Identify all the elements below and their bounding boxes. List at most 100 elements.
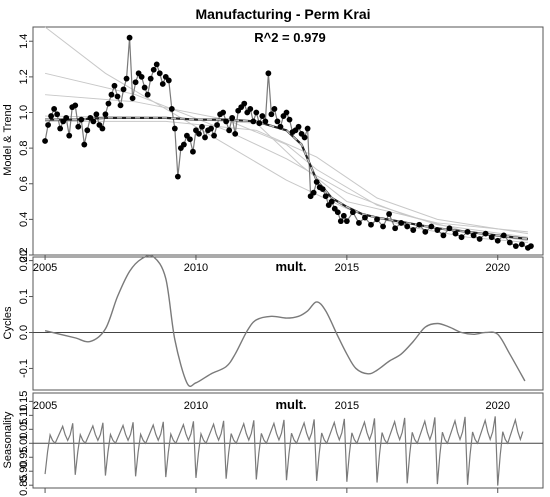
x-tick-label: 2010 <box>184 400 208 412</box>
ensemble-trend-line <box>44 72 528 242</box>
ensemble-trend-line <box>44 26 528 244</box>
data-point <box>301 134 308 141</box>
data-point <box>446 225 453 232</box>
data-point <box>295 123 302 130</box>
data-point <box>66 132 73 139</box>
data-point <box>196 130 202 137</box>
data-point <box>274 118 281 125</box>
data-point <box>334 209 341 216</box>
y-tick-label: 0.20 <box>18 250 30 271</box>
data-point <box>150 66 157 73</box>
data-point <box>313 179 320 185</box>
data-point <box>72 102 79 109</box>
y-tick-label: 0.2 <box>18 247 30 262</box>
ensemble-trend-line <box>45 115 528 233</box>
model-trend-panel <box>32 26 544 256</box>
model-line <box>44 37 532 249</box>
ylabel-seasonality: Seasonality <box>2 411 14 468</box>
data-point <box>174 173 181 180</box>
data-point <box>528 243 534 249</box>
data-point <box>211 132 217 139</box>
trend-line <box>45 116 529 241</box>
data-point <box>123 75 130 82</box>
seasonality-panel <box>32 392 544 489</box>
data-point <box>63 114 70 121</box>
data-point <box>102 111 109 118</box>
data-point <box>476 236 483 242</box>
data-point <box>404 223 411 230</box>
data-point <box>232 130 239 137</box>
data-point <box>368 221 374 228</box>
data-point <box>265 70 272 77</box>
model-trend-layer: 0.2 0.4 0.6 0.8 1.0 1.2 1.4 2005 2010 2015 2020 <box>18 26 534 274</box>
data-point <box>42 138 48 144</box>
data-point <box>93 111 100 118</box>
data-point <box>165 77 172 84</box>
ensemble-trend-line <box>45 120 528 235</box>
data-point <box>159 81 166 87</box>
data-point <box>114 93 121 100</box>
data-point <box>319 186 326 192</box>
data-point <box>506 239 513 246</box>
data-point <box>226 127 233 134</box>
seasonality-line <box>44 416 524 486</box>
data-point <box>343 218 350 225</box>
x-tick-label: 2020 <box>485 262 509 274</box>
data-point <box>422 228 429 235</box>
data-point <box>428 223 435 230</box>
data-point <box>464 228 471 235</box>
data-point <box>512 243 519 249</box>
data-point <box>54 111 61 118</box>
y-tick-label: 0.1 <box>18 289 30 304</box>
y-tick-label: 1.00 <box>18 433 30 454</box>
x-tick-label: 2015 <box>335 400 359 412</box>
data-point <box>90 118 97 125</box>
data-point <box>488 234 495 241</box>
y-tick-label: 0.0 <box>18 325 30 340</box>
data-point <box>220 109 227 116</box>
data-point <box>286 116 293 123</box>
data-point <box>126 34 133 41</box>
data-point <box>440 232 447 239</box>
data-point <box>108 91 115 98</box>
data-point <box>153 61 160 68</box>
data-point <box>223 118 230 125</box>
cycles-panel <box>32 256 544 391</box>
x-tick-label: 2005 <box>33 262 57 274</box>
x-tick-label: 2020 <box>485 400 509 412</box>
data-point <box>156 70 163 77</box>
data-point <box>141 84 148 91</box>
data-point <box>120 86 127 93</box>
data-point <box>48 113 55 119</box>
data-point <box>349 209 356 216</box>
y-tick-label: 1.10 <box>18 405 30 426</box>
data-point <box>84 127 91 134</box>
data-point <box>250 118 257 125</box>
data-point <box>262 118 269 125</box>
data-point <box>340 212 347 219</box>
data-point <box>111 82 118 89</box>
r2-label: R^2 = 0.979 <box>254 30 326 45</box>
data-point <box>187 136 193 143</box>
seasonality-layer: 0.850.900.951.001.051.101.15 <box>18 391 543 496</box>
data-point <box>452 230 459 237</box>
ylabel-model-trend: Model & Trend <box>2 104 14 176</box>
data-point <box>283 109 290 116</box>
data-point <box>117 102 124 109</box>
ensemble-trend-line <box>45 94 528 238</box>
data-point <box>190 148 196 155</box>
data-point <box>458 234 465 241</box>
data-point <box>518 241 525 248</box>
data-point <box>337 218 344 225</box>
seasonality-panel-title: mult. <box>275 397 306 412</box>
data-point <box>362 214 368 221</box>
data-point <box>214 122 220 128</box>
data-point <box>328 198 335 205</box>
data-point <box>57 125 64 132</box>
data-point <box>45 122 51 128</box>
data-point <box>500 232 507 239</box>
data-point <box>105 100 112 107</box>
cycles-line <box>44 254 526 388</box>
data-point <box>304 125 311 132</box>
